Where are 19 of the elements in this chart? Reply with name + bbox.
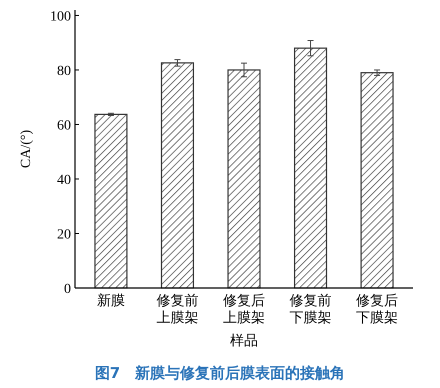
x-tick-label: 新膜 xyxy=(96,293,125,309)
x-axis-title: 样品 xyxy=(230,333,258,349)
bar xyxy=(160,62,194,289)
bar xyxy=(227,69,261,289)
x-tick-label: 修复后下膜架 xyxy=(356,293,398,326)
y-axis-title: CA/(°) xyxy=(19,130,34,168)
text: 图7 新膜与修复前后膜表面的接触角 xyxy=(94,364,346,382)
y-tick-label: 100 xyxy=(50,9,71,24)
y-tick-label: 20 xyxy=(57,227,71,242)
x-tick-label: 修复前下膜架 xyxy=(290,293,332,326)
bar xyxy=(94,114,128,289)
y-tick-label: 0 xyxy=(64,282,71,297)
y-tick-label: 40 xyxy=(57,172,71,188)
x-tick-label: 修复后上膜架 xyxy=(223,293,265,326)
bar xyxy=(360,72,394,289)
x-tick-label: 修复前上膜架 xyxy=(156,293,198,326)
y-tick-label: 80 xyxy=(57,64,71,79)
bar xyxy=(294,48,328,289)
y-tick-label: 60 xyxy=(57,118,71,134)
